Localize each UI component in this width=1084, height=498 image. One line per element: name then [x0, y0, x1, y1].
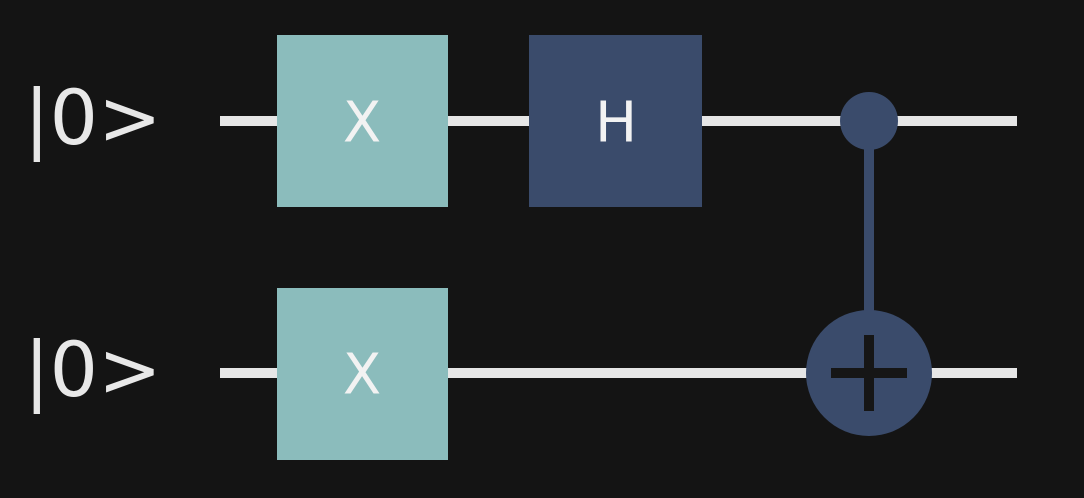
x-gate-qubit-0[interactable]: X	[277, 35, 448, 207]
cnot-gate[interactable]	[806, 92, 932, 436]
x-gate-label: X	[343, 91, 381, 156]
h-gate-qubit-0[interactable]: H	[529, 35, 702, 207]
x-gate-label: X	[343, 343, 381, 408]
x-gate-qubit-1[interactable]: X	[277, 288, 448, 460]
h-gate-box	[529, 35, 702, 207]
h-gate-label: H	[595, 91, 637, 156]
cnot-plus-icon	[831, 335, 907, 411]
x-gate-box	[277, 288, 448, 460]
qubit-0-label: |0>	[24, 73, 162, 162]
cnot-control-dot	[840, 92, 898, 150]
x-gate-box	[277, 35, 448, 207]
qubit-1-label: |0>	[24, 325, 162, 414]
